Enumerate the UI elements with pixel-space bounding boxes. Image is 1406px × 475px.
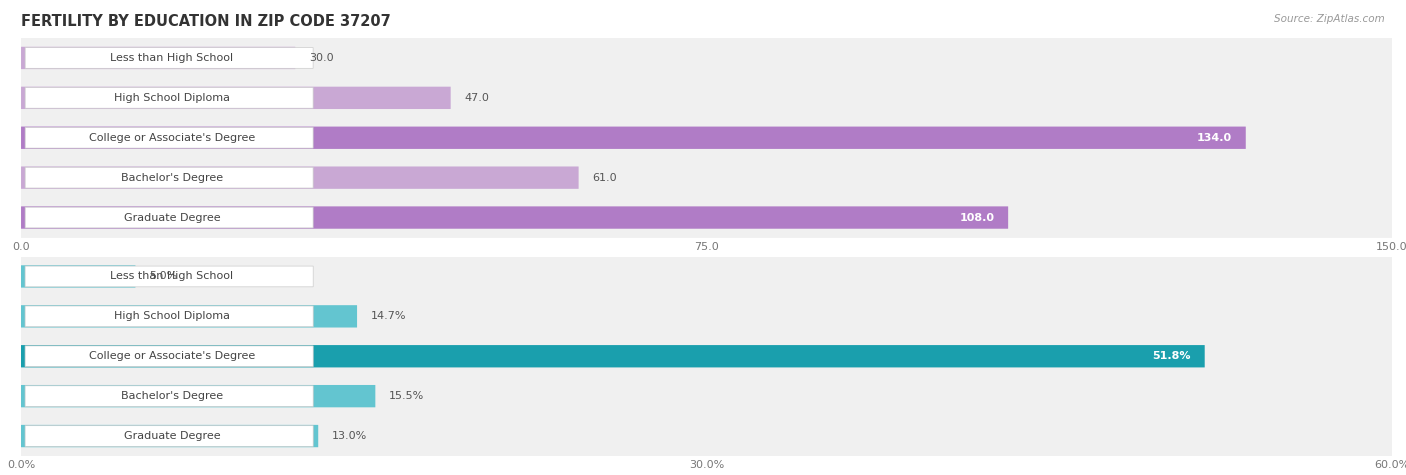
- Text: Bachelor's Degree: Bachelor's Degree: [121, 391, 224, 401]
- Text: Less than High School: Less than High School: [110, 53, 233, 63]
- FancyBboxPatch shape: [21, 117, 1392, 158]
- FancyBboxPatch shape: [21, 385, 375, 408]
- FancyBboxPatch shape: [21, 126, 1246, 149]
- FancyBboxPatch shape: [21, 77, 1392, 118]
- FancyBboxPatch shape: [21, 38, 1392, 78]
- Text: Graduate Degree: Graduate Degree: [124, 431, 221, 441]
- FancyBboxPatch shape: [21, 376, 1392, 417]
- Text: 108.0: 108.0: [959, 212, 994, 223]
- Text: Graduate Degree: Graduate Degree: [124, 212, 221, 223]
- FancyBboxPatch shape: [21, 86, 451, 109]
- Text: 15.5%: 15.5%: [389, 391, 425, 401]
- Text: 13.0%: 13.0%: [332, 431, 367, 441]
- FancyBboxPatch shape: [21, 336, 1392, 377]
- Text: 51.8%: 51.8%: [1153, 351, 1191, 361]
- FancyBboxPatch shape: [21, 425, 318, 447]
- Text: 5.0%: 5.0%: [149, 271, 177, 282]
- Text: Source: ZipAtlas.com: Source: ZipAtlas.com: [1274, 14, 1385, 24]
- FancyBboxPatch shape: [21, 206, 1008, 229]
- Text: FERTILITY BY EDUCATION IN ZIP CODE 37207: FERTILITY BY EDUCATION IN ZIP CODE 37207: [21, 14, 391, 29]
- Text: Less than High School: Less than High School: [110, 271, 233, 282]
- FancyBboxPatch shape: [25, 386, 314, 407]
- Text: High School Diploma: High School Diploma: [114, 311, 231, 322]
- FancyBboxPatch shape: [25, 167, 314, 188]
- Text: 14.7%: 14.7%: [371, 311, 406, 322]
- Text: 47.0: 47.0: [464, 93, 489, 103]
- FancyBboxPatch shape: [21, 296, 1392, 337]
- Text: 134.0: 134.0: [1197, 133, 1232, 143]
- FancyBboxPatch shape: [21, 256, 1392, 297]
- FancyBboxPatch shape: [21, 47, 295, 69]
- FancyBboxPatch shape: [25, 127, 314, 148]
- FancyBboxPatch shape: [25, 306, 314, 327]
- FancyBboxPatch shape: [25, 87, 314, 108]
- Text: Bachelor's Degree: Bachelor's Degree: [121, 172, 224, 183]
- FancyBboxPatch shape: [21, 345, 1205, 368]
- FancyBboxPatch shape: [25, 346, 314, 367]
- FancyBboxPatch shape: [25, 426, 314, 446]
- FancyBboxPatch shape: [25, 48, 314, 68]
- FancyBboxPatch shape: [21, 416, 1392, 456]
- Text: High School Diploma: High School Diploma: [114, 93, 231, 103]
- Text: College or Associate's Degree: College or Associate's Degree: [89, 133, 254, 143]
- FancyBboxPatch shape: [25, 266, 314, 287]
- FancyBboxPatch shape: [21, 265, 135, 288]
- Text: College or Associate's Degree: College or Associate's Degree: [89, 351, 254, 361]
- FancyBboxPatch shape: [21, 197, 1392, 238]
- FancyBboxPatch shape: [25, 207, 314, 228]
- FancyBboxPatch shape: [21, 305, 357, 328]
- FancyBboxPatch shape: [21, 157, 1392, 198]
- Text: 61.0: 61.0: [592, 172, 617, 183]
- Text: 30.0: 30.0: [309, 53, 333, 63]
- FancyBboxPatch shape: [21, 166, 579, 189]
